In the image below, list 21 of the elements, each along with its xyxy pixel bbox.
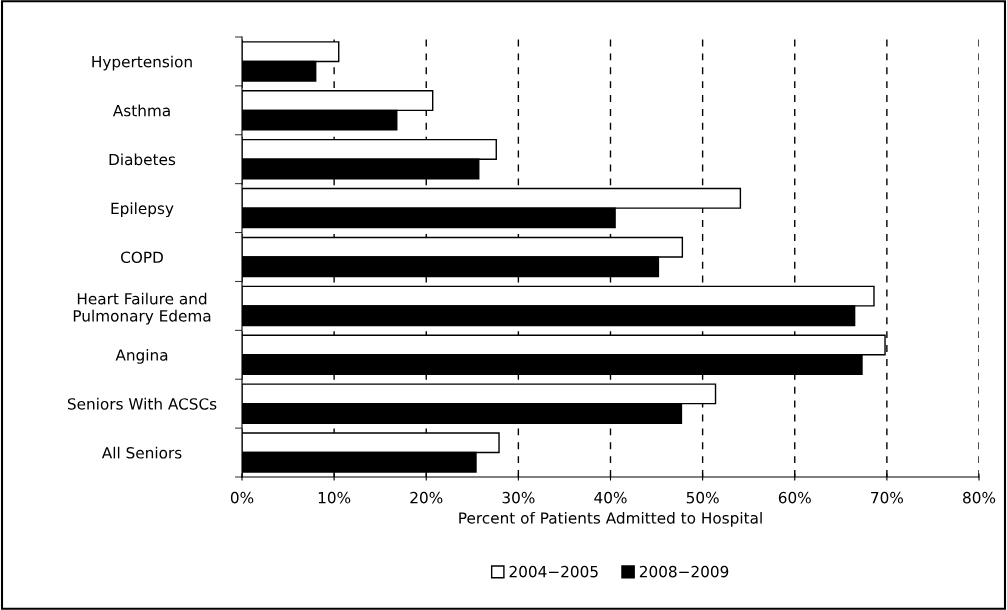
y-tick-label: Hypertension [92, 55, 192, 71]
x-tick-label: 10% [318, 491, 351, 504]
y-tick-label: All Seniors [101, 446, 182, 459]
y-tick-label: Seniors With ACSCs [67, 397, 217, 410]
x-tick-label: 40% [594, 491, 627, 504]
y-tick-label: Asthma [112, 104, 170, 117]
legend-label: 2004−2005 [509, 565, 598, 578]
y-tick-label: Epilepsy [111, 202, 174, 218]
x-tick-label: 20% [410, 491, 443, 504]
x-tick-label: 60% [778, 491, 811, 504]
y-tick-label: Angina [115, 348, 168, 364]
y-tick-label: Heart Failure and Pulmonary Edema [73, 292, 211, 325]
x-tick-label: 0% [230, 491, 254, 504]
x-tick-label: 70% [871, 491, 904, 504]
x-axis-title: Percent of Patients Admitted to Hospital [459, 511, 762, 527]
y-tick-label: COPD [121, 251, 163, 264]
x-tick-label: 50% [686, 491, 719, 504]
x-tick-label: 30% [502, 491, 535, 504]
x-tick-label: 80% [963, 491, 996, 504]
y-tick-label: Diabetes [109, 153, 176, 166]
legend-label: 2008−2009 [639, 565, 729, 578]
